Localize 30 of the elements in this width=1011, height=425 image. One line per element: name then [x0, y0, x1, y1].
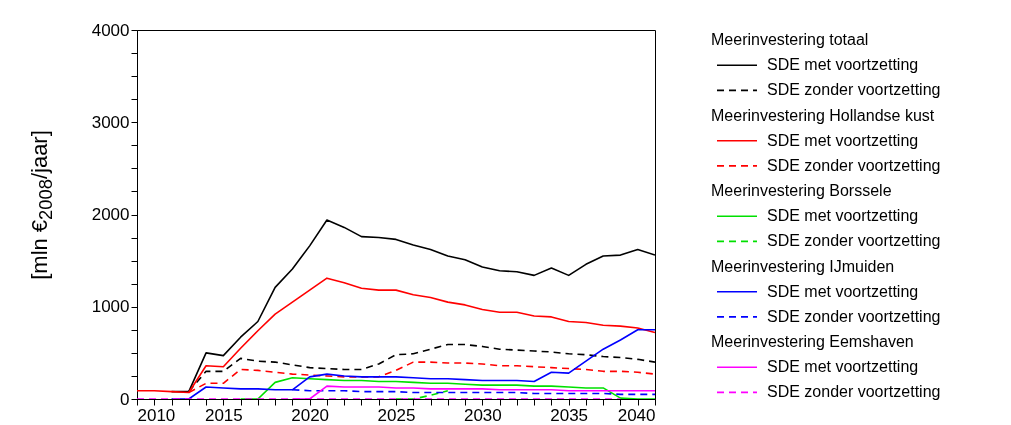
text: Meerinvestering totaal [711, 31, 869, 49]
y-tick-label: 2000 [91, 205, 130, 224]
line-series [170, 329, 655, 399]
legend-label: SDE zonder voortzetting [767, 307, 941, 325]
y-tick-label: 3000 [91, 112, 130, 132]
y-tick-label: 0 [120, 389, 130, 409]
x-tick-label: 2020 [291, 405, 330, 425]
legend-label: SDE zonder voortzetting [767, 383, 941, 401]
x-tick-label: 2030 [463, 405, 502, 425]
y-tick-label: 4000 [91, 20, 130, 40]
legend-label: SDE met voortzetting [767, 131, 919, 149]
legend-label: SDE zonder voortzetting [767, 232, 941, 250]
y-tick-label: 1000 [91, 297, 130, 317]
legend-label: SDE met voortzetting [767, 207, 919, 225]
x-tick-label: 2035 [550, 405, 589, 425]
x-tick-label: 2040 [617, 405, 656, 425]
legend-label: SDE zonder voortzetting [767, 81, 941, 99]
x-tick-label: 2025 [377, 405, 416, 425]
legend-label: SDE met voortzetting [767, 56, 919, 74]
text: Meerinvestering Borssele [711, 182, 892, 200]
x-tick-label: 2010 [137, 405, 176, 425]
line-series [239, 376, 655, 399]
legend-label: SDE zonder voortzetting [767, 156, 941, 174]
text: Meerinvestering IJmuiden [711, 257, 895, 275]
line-series [137, 277, 655, 394]
text: Meerinvestering Eemshaven [711, 333, 914, 351]
legend-label: SDE met voortzetting [767, 358, 919, 376]
text: Meerinvestering Hollandse kust [711, 106, 935, 124]
x-tick-label: 2015 [204, 405, 243, 425]
legend-label: SDE met voortzetting [767, 282, 919, 300]
